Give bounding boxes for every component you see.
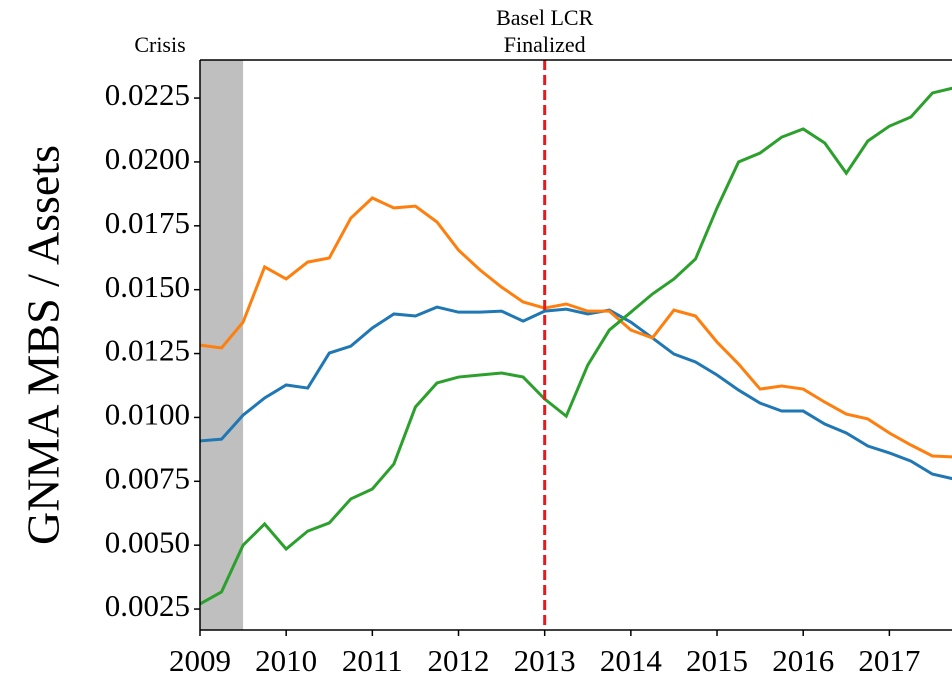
x-tick-label: 2017 — [858, 643, 920, 678]
x-tick-label: 2012 — [428, 643, 490, 678]
series-line — [199, 196, 952, 459]
x-tick-label: 2013 — [514, 643, 576, 678]
y-axis-label: GNMA MBS / Assets — [18, 145, 69, 545]
y-tick-label: 0.0125 — [105, 333, 190, 368]
y-tick-label: 0.0175 — [105, 205, 190, 240]
x-tick-label: 2011 — [342, 643, 403, 678]
y-tick-label: 0.0100 — [105, 397, 190, 432]
x-tick-label: 2015 — [686, 643, 748, 678]
x-tick-label: 2014 — [600, 643, 663, 678]
vline-label: Basel LCR — [496, 5, 593, 30]
series-line — [199, 86, 952, 606]
y-tick-label: 0.0025 — [105, 588, 190, 623]
series-line — [199, 305, 952, 481]
x-tick-label: 2010 — [255, 643, 317, 678]
y-tick-label: 0.0075 — [105, 460, 190, 495]
x-tick-label: 2016 — [772, 643, 834, 678]
y-tick-label: 0.0225 — [105, 77, 190, 112]
span-label: Crisis — [134, 32, 185, 57]
y-tick-label: 0.0150 — [105, 269, 190, 304]
y-tick-label: 0.0200 — [105, 141, 190, 176]
y-tick-label: 0.0050 — [105, 524, 190, 559]
x-tick-label: 2009 — [169, 643, 231, 678]
vline-label: Finalized — [504, 32, 586, 57]
